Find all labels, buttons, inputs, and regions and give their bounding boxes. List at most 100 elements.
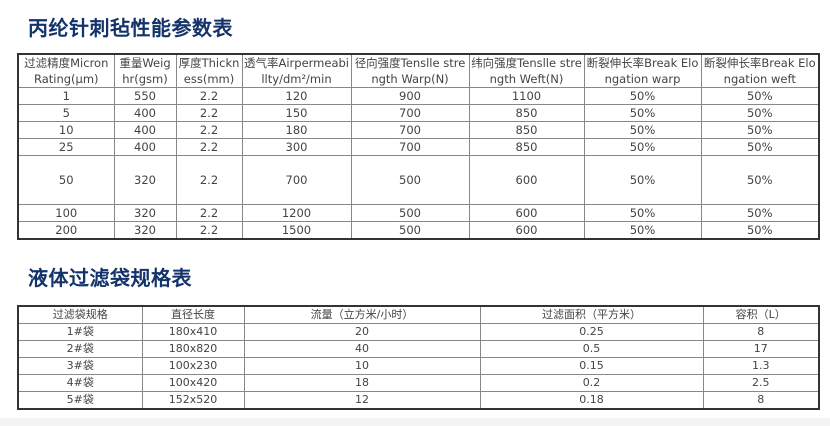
- table-header-row: 过滤精度Micron Rating(μm) 重量Weig hr(gsm) 厚度Thick…: [17, 53, 820, 88]
- table-cell: 50: [17, 155, 115, 205]
- table-cell: 2.2: [175, 204, 243, 222]
- table-cell: 50%: [700, 104, 820, 122]
- table-cell: 1: [17, 87, 115, 105]
- table-cell: 100x230: [141, 357, 245, 375]
- table-cell: 5: [17, 104, 115, 122]
- table-cell: 550: [113, 87, 177, 105]
- column-header: 径向强度Tenslle stre ngth Warp(N): [350, 53, 470, 88]
- table-cell: 0.25: [479, 323, 704, 341]
- table-cell: 17: [702, 340, 820, 358]
- table-cell: 50%: [583, 138, 702, 156]
- table-cell: 600: [468, 204, 585, 222]
- table-cell: 2#袋: [17, 340, 143, 358]
- header-line: hr(gsm): [122, 72, 168, 86]
- table-cell: 50%: [700, 221, 820, 240]
- header-line: 厚度Thickn: [178, 56, 240, 70]
- table-cell: 3#袋: [17, 357, 143, 375]
- table-row: 50 320 2.2 700 500 600 50% 50%: [17, 155, 820, 205]
- table-cell: 0.5: [479, 340, 704, 358]
- table-cell: 5#袋: [17, 391, 143, 410]
- header-line: 断裂伸长率Break Elo: [586, 56, 699, 70]
- table-header-row: 过滤袋规格 直径长度 流量（立方米/小时） 过滤面积（平方米） 容积（L）: [17, 305, 820, 324]
- table-cell: 50%: [583, 204, 702, 222]
- table-cell: 180x410: [141, 323, 245, 341]
- table-cell: 50%: [700, 204, 820, 222]
- page-footer-strip: [0, 418, 830, 426]
- table-cell: 320: [113, 155, 177, 205]
- column-header: 断裂伸长率Break Elo ngation weft: [700, 53, 820, 88]
- table-cell: 0.15: [479, 357, 704, 375]
- column-header: 透气率Airpermeabi llty/dm²/min: [241, 53, 352, 88]
- table-cell: 500: [350, 221, 470, 240]
- header-line: ngation warp: [604, 72, 681, 86]
- table-row: 25 400 2.2 300 700 850 50% 50%: [17, 138, 820, 156]
- table-cell: 700: [350, 104, 470, 122]
- table-cell: 850: [468, 138, 585, 156]
- table-cell: 152x520: [141, 391, 245, 410]
- table-cell: 400: [113, 138, 177, 156]
- table-cell: 2.2: [175, 104, 243, 122]
- header-line: 纬向强度Tenslle stre: [471, 56, 582, 70]
- table-cell: 50%: [700, 121, 820, 139]
- header-line: 透气率Airpermeabi: [243, 56, 349, 70]
- table-row: 10 400 2.2 180 700 850 50% 50%: [17, 121, 820, 139]
- table-row: 2#袋 180x820 40 0.5 17: [17, 340, 820, 358]
- table-row: 5 400 2.2 150 700 850 50% 50%: [17, 104, 820, 122]
- header-line: ngth Warp(N): [371, 72, 449, 86]
- table-cell: 2.2: [175, 155, 243, 205]
- table-cell: 500: [350, 204, 470, 222]
- table-cell: 2.2: [175, 87, 243, 105]
- table-cell: 10: [243, 357, 481, 375]
- table-cell: 50%: [583, 104, 702, 122]
- header-line: 径向强度Tenslle stre: [354, 56, 466, 70]
- column-header: 流量（立方米/小时）: [243, 305, 481, 324]
- table-cell: 100x420: [141, 374, 245, 392]
- table-cell: 300: [241, 138, 352, 156]
- table-cell: 320: [113, 221, 177, 240]
- table-cell: 12: [243, 391, 481, 410]
- header-line: ngation weft: [723, 72, 796, 86]
- header-line: 断裂伸长率Break Elo: [703, 56, 816, 70]
- table-cell: 8: [702, 391, 820, 410]
- table-cell: 0.2: [479, 374, 704, 392]
- table-cell: 20: [243, 323, 481, 341]
- table-cell: 1200: [241, 204, 352, 222]
- table-cell: 850: [468, 121, 585, 139]
- table-cell: 40: [243, 340, 481, 358]
- column-header: 厚度Thickn ess(mm): [175, 53, 243, 88]
- table-cell: 180x820: [141, 340, 245, 358]
- column-header: 过滤面积（平方米）: [479, 305, 704, 324]
- table-cell: 1.3: [702, 357, 820, 375]
- table-cell: 50%: [583, 155, 702, 205]
- table-cell: 18: [243, 374, 481, 392]
- page-title: 丙纶针刺毡性能参数表: [28, 16, 233, 40]
- table-cell: 400: [113, 104, 177, 122]
- header-line: llty/dm²/min: [261, 72, 332, 86]
- table-cell: 700: [350, 121, 470, 139]
- table-cell: 0.18: [479, 391, 704, 410]
- table-row: 5#袋 152x520 12 0.18 8: [17, 391, 820, 410]
- table-cell: 500: [350, 155, 470, 205]
- column-header: 过滤精度Micron Rating(μm): [17, 53, 115, 88]
- table-row: 4#袋 100x420 18 0.2 2.5: [17, 374, 820, 392]
- table-cell: 900: [350, 87, 470, 105]
- header-line: Rating(μm): [33, 72, 99, 86]
- table-cell: 2.2: [175, 138, 243, 156]
- table-cell: 120: [241, 87, 352, 105]
- table-cell: 50%: [583, 121, 702, 139]
- table-cell: 50%: [700, 87, 820, 105]
- column-header: 过滤袋规格: [17, 305, 143, 324]
- table-cell: 100: [17, 204, 115, 222]
- table-cell: 320: [113, 204, 177, 222]
- table-cell: 25: [17, 138, 115, 156]
- table-cell: 1500: [241, 221, 352, 240]
- table-cell: 8: [702, 323, 820, 341]
- table-cell: 2.5: [702, 374, 820, 392]
- table-cell: 700: [241, 155, 352, 205]
- header-line: 过滤精度Micron: [24, 56, 109, 70]
- table-cell: 10: [17, 121, 115, 139]
- table-cell: 400: [113, 121, 177, 139]
- table-cell: 600: [468, 221, 585, 240]
- table-cell: 4#袋: [17, 374, 143, 392]
- column-header: 纬向强度Tenslle stre ngth Weft(N): [468, 53, 585, 88]
